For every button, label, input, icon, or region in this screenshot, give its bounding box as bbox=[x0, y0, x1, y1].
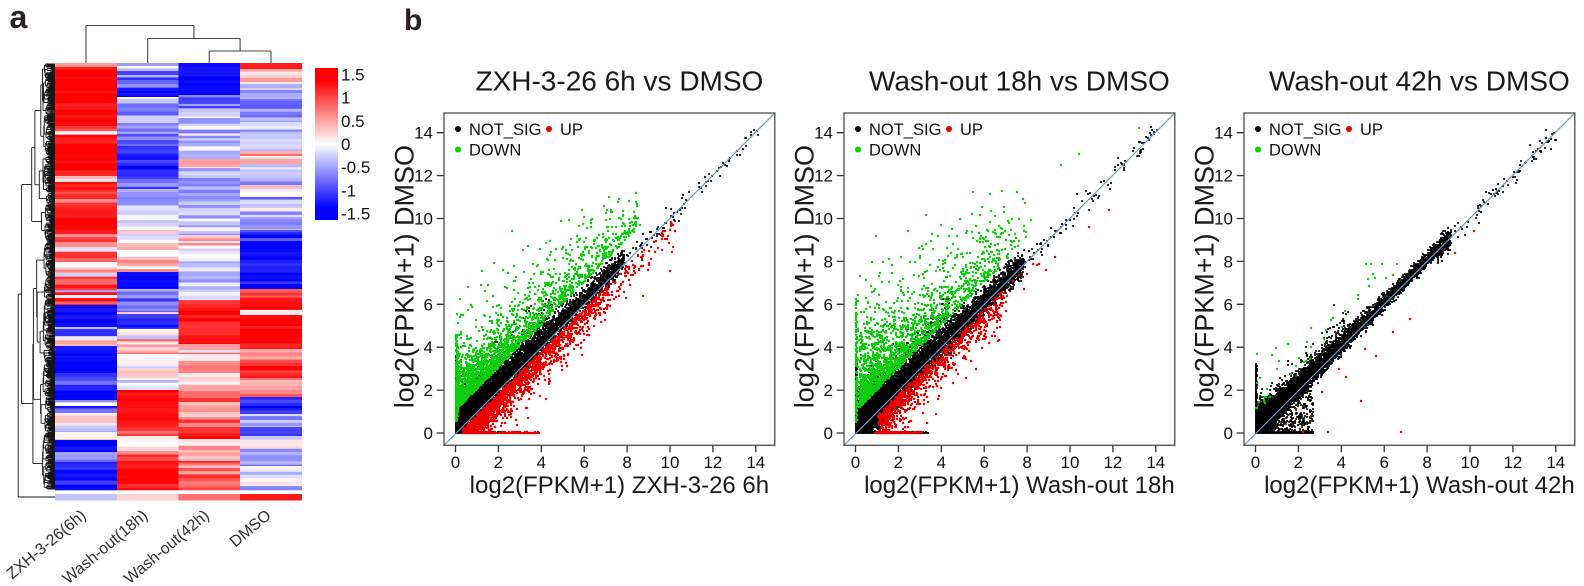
svg-text:DOWN: DOWN bbox=[869, 142, 921, 160]
svg-text:10: 10 bbox=[1461, 453, 1480, 472]
svg-text:8: 8 bbox=[1022, 453, 1031, 472]
svg-text:10: 10 bbox=[661, 453, 680, 472]
svg-text:14: 14 bbox=[814, 124, 833, 143]
svg-text:4: 4 bbox=[424, 338, 433, 357]
svg-text:12: 12 bbox=[703, 453, 722, 472]
svg-text:4: 4 bbox=[824, 338, 833, 357]
svg-text:6: 6 bbox=[1224, 295, 1233, 314]
svg-text:6: 6 bbox=[1379, 453, 1388, 472]
svg-text:10: 10 bbox=[414, 210, 433, 229]
svg-text:DOWN: DOWN bbox=[469, 142, 521, 160]
svg-text:8: 8 bbox=[622, 453, 631, 472]
svg-text:UP: UP bbox=[1360, 121, 1383, 139]
svg-text:UP: UP bbox=[560, 121, 583, 139]
svg-text:0: 0 bbox=[424, 424, 433, 443]
svg-text:-0.5: -0.5 bbox=[341, 158, 370, 177]
svg-text:-1.5: -1.5 bbox=[341, 205, 370, 224]
svg-text:4: 4 bbox=[1337, 453, 1346, 472]
svg-text:NOT_SIG: NOT_SIG bbox=[1269, 121, 1341, 139]
svg-text:12: 12 bbox=[1214, 167, 1233, 186]
svg-text:log2(FPKM+1) Wash-out 18h: log2(FPKM+1) Wash-out 18h bbox=[864, 472, 1175, 499]
svg-text:log2(FPKM+1) DMSO: log2(FPKM+1) DMSO bbox=[1190, 145, 1220, 408]
svg-text:-1: -1 bbox=[341, 181, 356, 200]
svg-text:8: 8 bbox=[1224, 252, 1233, 271]
svg-text:b: b bbox=[404, 4, 422, 37]
svg-text:6: 6 bbox=[824, 295, 833, 314]
svg-text:log2(FPKM+1) DMSO: log2(FPKM+1) DMSO bbox=[390, 145, 420, 408]
svg-text:14: 14 bbox=[1214, 124, 1233, 143]
svg-text:0.5: 0.5 bbox=[341, 112, 365, 131]
svg-text:14: 14 bbox=[1546, 453, 1565, 472]
svg-text:0: 0 bbox=[1251, 453, 1260, 472]
svg-text:1.5: 1.5 bbox=[341, 66, 365, 85]
svg-text:0: 0 bbox=[341, 135, 350, 154]
svg-text:UP: UP bbox=[960, 121, 983, 139]
svg-text:10: 10 bbox=[814, 210, 833, 229]
svg-text:log2(FPKM+1) ZXH-3-26 6h: log2(FPKM+1) ZXH-3-26 6h bbox=[470, 472, 769, 499]
svg-text:4: 4 bbox=[1224, 338, 1233, 357]
svg-text:2: 2 bbox=[494, 453, 503, 472]
svg-text:4: 4 bbox=[937, 453, 946, 472]
svg-text:8: 8 bbox=[824, 252, 833, 271]
svg-text:10: 10 bbox=[1214, 210, 1233, 229]
svg-text:2: 2 bbox=[1294, 453, 1303, 472]
svg-text:12: 12 bbox=[1503, 453, 1522, 472]
svg-text:ZXH-3-26 6h vs DMSO: ZXH-3-26 6h vs DMSO bbox=[475, 66, 763, 97]
svg-text:0: 0 bbox=[851, 453, 860, 472]
svg-text:log2(FPKM+1) Wash-out 42h: log2(FPKM+1) Wash-out 42h bbox=[1264, 472, 1575, 499]
svg-text:log2(FPKM+1) DMSO: log2(FPKM+1) DMSO bbox=[790, 145, 820, 408]
svg-text:2: 2 bbox=[894, 453, 903, 472]
svg-text:14: 14 bbox=[1146, 453, 1165, 472]
svg-text:0: 0 bbox=[451, 453, 460, 472]
svg-text:6: 6 bbox=[979, 453, 988, 472]
svg-text:Wash-out 42h vs DMSO: Wash-out 42h vs DMSO bbox=[1269, 66, 1570, 97]
svg-text:8: 8 bbox=[1422, 453, 1431, 472]
svg-text:DOWN: DOWN bbox=[1269, 142, 1321, 160]
svg-text:6: 6 bbox=[424, 295, 433, 314]
svg-text:12: 12 bbox=[1103, 453, 1122, 472]
svg-text:2: 2 bbox=[424, 381, 433, 400]
svg-text:12: 12 bbox=[814, 167, 833, 186]
svg-text:NOT_SIG: NOT_SIG bbox=[869, 121, 941, 139]
svg-text:Wash-out 18h vs DMSO: Wash-out 18h vs DMSO bbox=[869, 66, 1170, 97]
svg-text:a: a bbox=[10, 0, 28, 35]
svg-text:NOT_SIG: NOT_SIG bbox=[469, 121, 541, 139]
svg-text:12: 12 bbox=[414, 167, 433, 186]
svg-text:DMSO: DMSO bbox=[227, 507, 275, 551]
svg-text:2: 2 bbox=[1224, 381, 1233, 400]
svg-text:0: 0 bbox=[824, 424, 833, 443]
svg-text:4: 4 bbox=[537, 453, 546, 472]
svg-text:10: 10 bbox=[1061, 453, 1080, 472]
svg-text:2: 2 bbox=[824, 381, 833, 400]
svg-text:8: 8 bbox=[424, 252, 433, 271]
svg-text:14: 14 bbox=[414, 124, 433, 143]
svg-text:0: 0 bbox=[1224, 424, 1233, 443]
svg-text:6: 6 bbox=[579, 453, 588, 472]
svg-text:14: 14 bbox=[746, 453, 765, 472]
svg-text:1: 1 bbox=[341, 89, 350, 108]
